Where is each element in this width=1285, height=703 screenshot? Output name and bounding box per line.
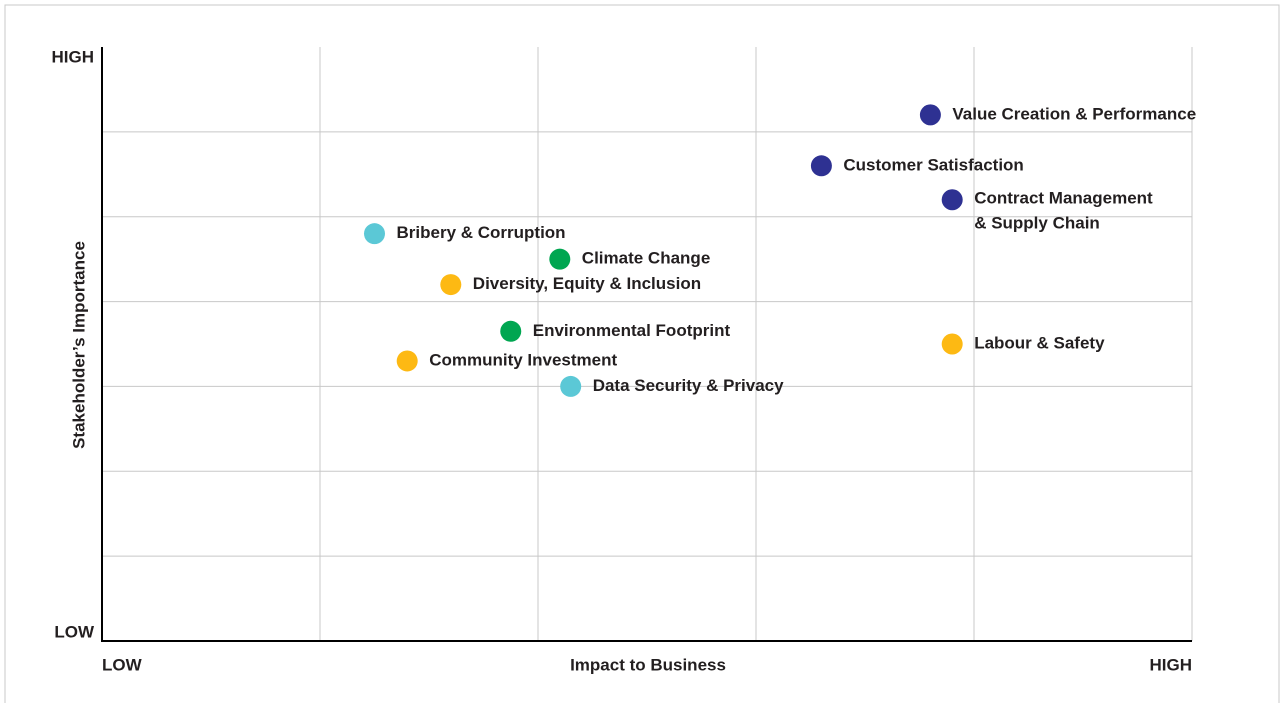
point — [560, 375, 582, 397]
point-label: Diversity, Equity & Inclusion — [473, 274, 701, 293]
frame — [4, 4, 1280, 703]
point — [500, 320, 522, 342]
point-label: Data Security & Privacy — [593, 376, 784, 395]
point-label: Customer Satisfaction — [843, 155, 1023, 174]
point — [364, 223, 385, 245]
y-axis-title: Stakeholder’s Importance — [69, 241, 88, 449]
x-tick-label: LOW — [102, 655, 143, 674]
point-label: Environmental Footprint — [533, 321, 731, 340]
point-label: Climate Change — [582, 249, 710, 268]
point — [440, 274, 462, 296]
point — [941, 333, 963, 355]
x-tick-label: HIGH — [1150, 655, 1193, 674]
point-label: Community Investment — [429, 350, 617, 369]
point — [810, 155, 832, 177]
point — [549, 248, 571, 270]
x-axis-title: Impact to Business — [570, 655, 726, 674]
point-label: Bribery & Corruption — [397, 223, 566, 242]
point-label: Value Creation & Performance — [952, 104, 1196, 123]
y-tick-label: HIGH — [52, 47, 95, 66]
point — [396, 350, 418, 372]
point-label: Labour & Safety — [974, 333, 1105, 352]
point-label: Contract Management & Supply Chain — [974, 189, 1153, 233]
point — [941, 189, 963, 211]
y-tick-label: LOW — [54, 622, 95, 641]
point — [919, 104, 941, 126]
